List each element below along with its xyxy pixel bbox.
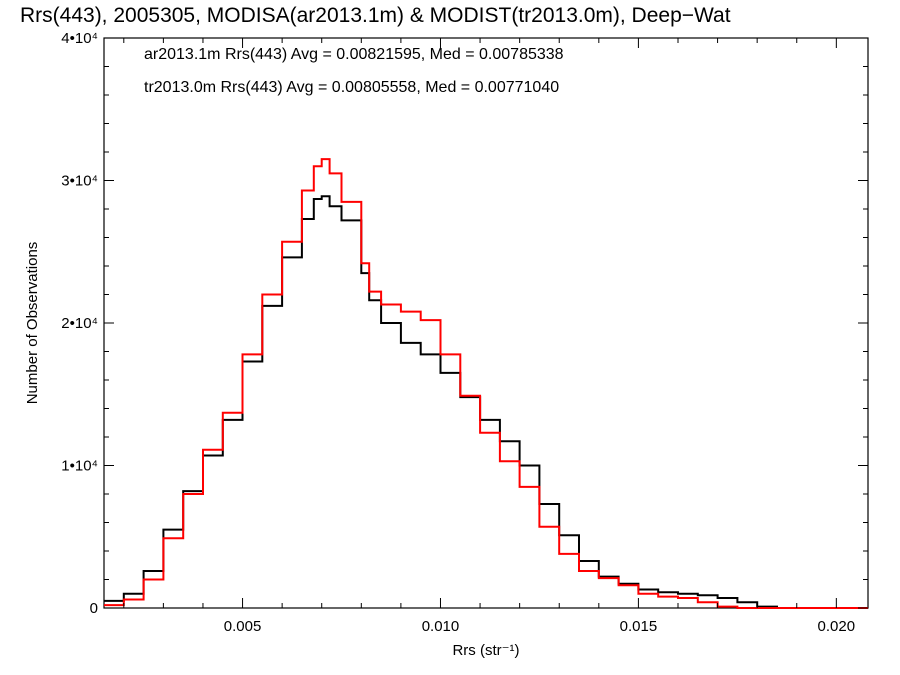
y-tick-label: 2•10⁴ — [61, 315, 98, 332]
series-line-1 — [104, 158, 868, 609]
series-line-0 — [104, 195, 868, 609]
y-tick-label: 3•10⁴ — [61, 173, 98, 190]
legend-entry-ar2013: ar2013.1m Rrs(443) Avg = 0.00821595, Med… — [144, 46, 564, 63]
x-tick-label: 0.015 — [620, 618, 658, 635]
y-tick-label: 4•10⁴ — [61, 30, 98, 47]
ticks-layer: 0.005 0.010 0.015 0.020 0 1•10⁴ 2•10⁴ 3•10⁴ 4•10… — [61, 30, 868, 635]
x-tick-label: 0.005 — [224, 618, 262, 635]
y-tick-label: 0 — [90, 600, 98, 617]
legend-entry-tr2013: tr2013.0m Rrs(443) Avg = 0.00805558, Med… — [144, 79, 559, 96]
y-axis-label: Number of Observations — [24, 242, 41, 405]
plot-frame — [103, 37, 869, 609]
series-layer — [104, 158, 868, 609]
x-axis-label: Rrs (str⁻¹) — [452, 642, 519, 659]
y-tick-label: 1•10⁴ — [61, 458, 98, 475]
x-tick-label: 0.010 — [422, 618, 460, 635]
chart-title: Rrs(443), 2005305, MODISA(ar2013.1m) & M… — [20, 4, 731, 27]
x-tick-label: 0.020 — [818, 618, 856, 635]
